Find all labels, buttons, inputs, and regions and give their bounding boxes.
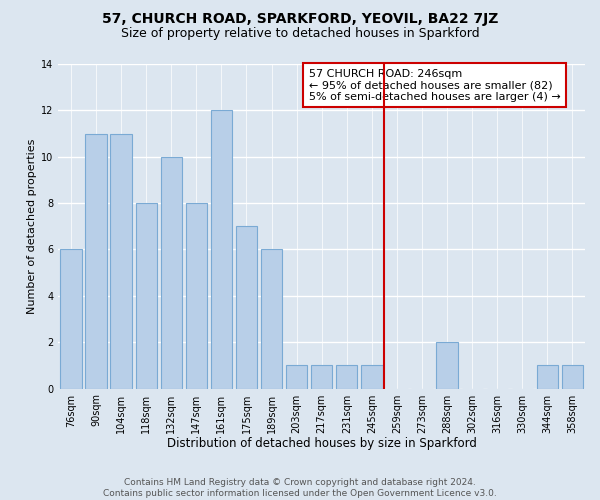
Bar (60, 250, 82, 388)
Bar (361, 366, 383, 388)
Bar (261, 250, 282, 388)
Bar (110, 134, 132, 388)
Bar (161, 156, 182, 388)
Bar (185, 203, 207, 388)
Bar (537, 366, 558, 388)
Bar (311, 366, 332, 388)
Bar (286, 366, 307, 388)
Text: Size of property relative to detached houses in Sparkford: Size of property relative to detached ho… (121, 28, 479, 40)
Text: Contains HM Land Registry data © Crown copyright and database right 2024.
Contai: Contains HM Land Registry data © Crown c… (103, 478, 497, 498)
Text: 57, CHURCH ROAD, SPARKFORD, YEOVIL, BA22 7JZ: 57, CHURCH ROAD, SPARKFORD, YEOVIL, BA22… (102, 12, 498, 26)
Text: 57 CHURCH ROAD: 246sqm
← 95% of detached houses are smaller (82)
5% of semi-deta: 57 CHURCH ROAD: 246sqm ← 95% of detached… (308, 68, 560, 102)
Bar (136, 203, 157, 388)
Bar (562, 366, 583, 388)
Y-axis label: Number of detached properties: Number of detached properties (27, 138, 37, 314)
X-axis label: Distribution of detached houses by size in Sparkford: Distribution of detached houses by size … (167, 437, 476, 450)
Bar (336, 366, 358, 388)
Bar (85, 134, 107, 388)
Bar (236, 226, 257, 388)
Bar (436, 342, 458, 388)
Bar (211, 110, 232, 388)
